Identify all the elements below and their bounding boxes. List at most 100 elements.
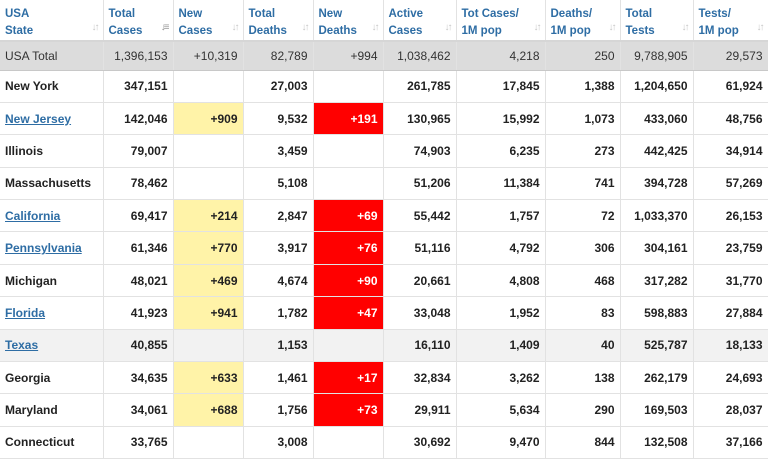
cell-new-deaths: +47	[313, 296, 384, 330]
cell-state: New Jersey	[0, 102, 104, 136]
cell-tests-per-1m: 18,133	[693, 329, 768, 363]
cell-total-cases: 34,635	[103, 361, 174, 395]
cell-tests-per-1m: 24,693	[693, 361, 768, 395]
cell-state: Maryland	[0, 393, 104, 427]
table-row: New York 347,151 27,003 261,785 17,845 1,388 1…	[0, 70, 768, 103]
cell-state: Massachusetts	[0, 167, 104, 201]
cell-active-cases: 20,661	[383, 264, 457, 298]
sort-icon[interactable]: ↓↑	[444, 22, 453, 33]
cell-total-tests: 262,179	[620, 361, 694, 395]
cell-active-cases: 30,692	[383, 426, 457, 459]
cell-total-deaths: 3,917	[243, 231, 314, 265]
cell-deaths-per-1m: 1,073	[545, 102, 621, 136]
cell-new-deaths: +17	[313, 361, 384, 395]
column-header-line1: Total	[625, 8, 653, 20]
state-link[interactable]: Texas	[5, 338, 39, 353]
cell-tests-per-1m: 29,573	[693, 41, 768, 71]
state-link[interactable]: Florida	[5, 305, 46, 320]
sort-desc-icon[interactable]: ↓≡	[160, 22, 170, 33]
cell-total-deaths: 2,847	[243, 199, 314, 233]
cell-total-tests: 169,503	[620, 393, 694, 427]
cell-total-deaths: 1,461	[243, 361, 314, 395]
cell-tests-per-1m: 27,884	[693, 296, 768, 330]
cell-new-deaths: +69	[313, 199, 384, 233]
table-row: Illinois 79,007 3,459 74,903 6,235 273 442,425…	[0, 134, 768, 168]
cell-active-cases: 51,206	[383, 167, 457, 201]
cell-total-tests: 598,883	[620, 296, 694, 330]
cell-deaths-per-1m: 290	[545, 393, 621, 427]
cell-total-deaths: 1,153	[243, 329, 314, 363]
cell-active-cases: 32,834	[383, 361, 457, 395]
cell-tests-per-1m: 37,166	[693, 426, 768, 459]
cell-total-tests: 1,204,650	[620, 70, 694, 103]
sort-icon[interactable]: ↓↑	[756, 22, 765, 33]
sort-icon[interactable]: ↓↑	[608, 22, 617, 33]
column-header-line1: Deaths/	[550, 8, 593, 20]
column-header-line1: Active	[388, 8, 424, 20]
sort-icon[interactable]: ↓↑	[91, 22, 100, 33]
table-row: Michigan 48,021 +469 4,674 +90 20,661 4,808 468…	[0, 264, 768, 298]
cell-active-cases: 74,903	[383, 134, 457, 168]
column-header-line2: Cases	[388, 25, 423, 37]
state-link[interactable]: California	[5, 208, 61, 223]
cell-deaths-per-1m: 138	[545, 361, 621, 395]
table-row: Pennsylvania 61,346 +770 3,917 +76 51,116 4,79…	[0, 231, 768, 265]
cell-tests-per-1m: 31,770	[693, 264, 768, 298]
column-header-total-deaths[interactable]: Total Deaths ↓↑	[243, 0, 314, 42]
sort-icon[interactable]: ↓↑	[371, 22, 380, 33]
cell-total-cases: 34,061	[103, 393, 174, 427]
column-header-line2: 1M pop	[698, 25, 739, 37]
cell-tot-cases-per-1m: 15,992	[456, 102, 546, 136]
table-row: California 69,417 +214 2,847 +69 55,442 1,757 7…	[0, 199, 768, 233]
cell-new-cases: +688	[173, 393, 244, 427]
cell-total-cases: 61,346	[103, 231, 174, 265]
cell-tests-per-1m: 23,759	[693, 231, 768, 265]
sort-icon[interactable]: ↓↑	[301, 22, 310, 33]
cell-deaths-per-1m: 40	[545, 329, 621, 363]
column-header-tests-per-1m[interactable]: Tests/1M pop ↓↑	[693, 0, 768, 42]
cell-new-deaths: +191	[313, 102, 384, 136]
sort-icon[interactable]: ↓↑	[533, 22, 542, 33]
cell-new-cases	[173, 426, 244, 459]
cell-total-deaths: 27,003	[243, 70, 314, 103]
cell-total-tests: 1,033,370	[620, 199, 694, 233]
cell-new-deaths	[313, 329, 384, 363]
cell-tot-cases-per-1m: 11,384	[456, 167, 546, 201]
column-header-tot-cases-per-1m[interactable]: Tot Cases/1M pop ↓↑	[456, 0, 546, 42]
cell-tot-cases-per-1m: 6,235	[456, 134, 546, 168]
cell-tot-cases-per-1m: 3,262	[456, 361, 546, 395]
column-header-total-cases[interactable]: Total Cases ↓≡	[103, 0, 174, 42]
cell-tests-per-1m: 48,756	[693, 102, 768, 136]
cell-new-cases: +909	[173, 102, 244, 136]
state-link[interactable]: New Jersey	[5, 111, 72, 126]
cell-new-cases	[173, 329, 244, 363]
column-header-line2: Cases	[178, 25, 213, 37]
table-row: New Jersey 142,046 +909 9,532 +191 130,965 15,…	[0, 102, 768, 136]
cell-active-cases: 33,048	[383, 296, 457, 330]
sort-icon[interactable]: ↓↑	[681, 22, 690, 33]
cell-tests-per-1m: 26,153	[693, 199, 768, 233]
cell-total-tests: 317,282	[620, 264, 694, 298]
column-header-line1: Tot Cases/	[461, 8, 519, 20]
column-header-total-tests[interactable]: Total Tests ↓↑	[620, 0, 694, 42]
cell-deaths-per-1m: 72	[545, 199, 621, 233]
table-row: Maryland 34,061 +688 1,756 +73 29,911 5,634 290…	[0, 393, 768, 427]
cell-tot-cases-per-1m: 17,845	[456, 70, 546, 103]
cell-new-cases	[173, 134, 244, 168]
cell-total-cases: 48,021	[103, 264, 174, 298]
column-header-deaths-per-1m[interactable]: Deaths/1M pop ↓↑	[545, 0, 621, 42]
column-header-new-cases[interactable]: New Cases ↓↑	[173, 0, 244, 42]
state-link[interactable]: Pennsylvania	[5, 241, 82, 256]
cell-active-cases: 261,785	[383, 70, 457, 103]
table-row: Florida 41,923 +941 1,782 +47 33,048 1,952 83 59…	[0, 296, 768, 330]
cell-tot-cases-per-1m: 9,470	[456, 426, 546, 459]
cell-active-cases: 29,911	[383, 393, 457, 427]
sort-icon[interactable]: ↓↑	[231, 22, 240, 33]
cell-new-cases: +214	[173, 199, 244, 233]
column-header-state[interactable]: USA State ↓↑	[0, 0, 104, 42]
column-header-line2: 1M pop	[461, 25, 502, 37]
cell-deaths-per-1m: 468	[545, 264, 621, 298]
cell-tot-cases-per-1m: 1,757	[456, 199, 546, 233]
column-header-active-cases[interactable]: Active Cases ↓↑	[383, 0, 457, 42]
column-header-new-deaths[interactable]: New Deaths ↓↑	[313, 0, 384, 42]
